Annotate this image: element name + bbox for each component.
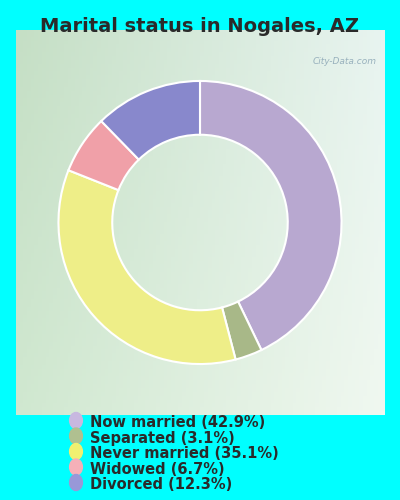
- Wedge shape: [222, 302, 262, 360]
- Wedge shape: [58, 170, 236, 364]
- Wedge shape: [68, 121, 139, 190]
- Text: Now married (42.9%): Now married (42.9%): [90, 415, 265, 430]
- Text: City-Data.com: City-Data.com: [313, 57, 377, 66]
- Text: Widowed (6.7%): Widowed (6.7%): [90, 462, 225, 476]
- Text: Divorced (12.3%): Divorced (12.3%): [90, 477, 232, 492]
- Wedge shape: [200, 81, 342, 350]
- Text: Separated (3.1%): Separated (3.1%): [90, 430, 235, 446]
- Text: Marital status in Nogales, AZ: Marital status in Nogales, AZ: [40, 18, 360, 36]
- Text: Never married (35.1%): Never married (35.1%): [90, 446, 279, 461]
- Wedge shape: [101, 81, 200, 160]
